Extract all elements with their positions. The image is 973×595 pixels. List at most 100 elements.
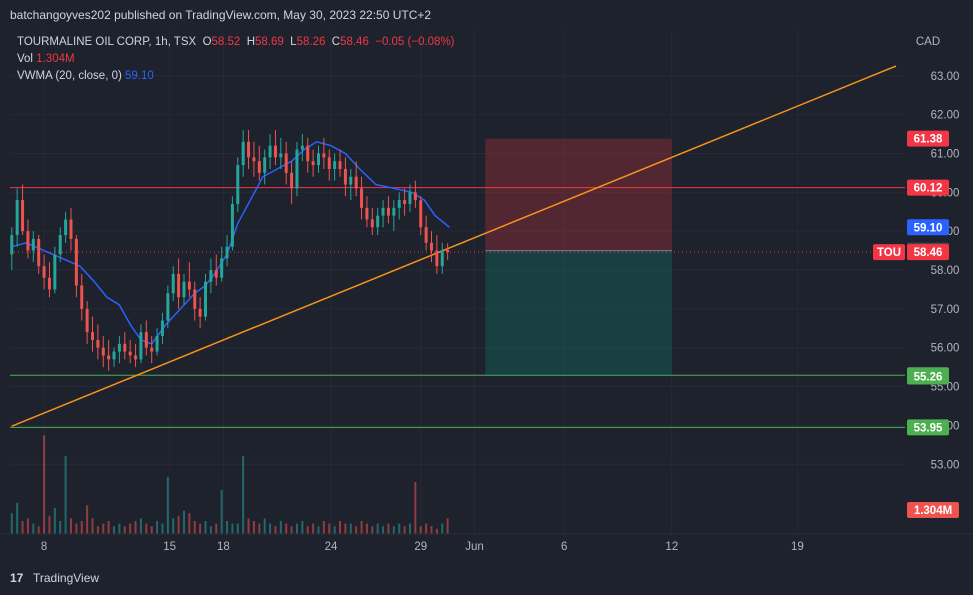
open-label: O (202, 36, 212, 48)
candle-body (225, 246, 229, 259)
volume-bar (258, 523, 261, 534)
candle-body (408, 192, 412, 204)
symbol-tag: TOU (877, 247, 901, 259)
volume-bar (263, 518, 266, 534)
volume-bar (242, 456, 245, 534)
candle-body (42, 266, 46, 278)
volume-bar (403, 526, 406, 534)
candle-body (257, 161, 261, 173)
candle-body (80, 285, 84, 309)
candle-body (424, 227, 428, 243)
position-tool[interactable] (485, 138, 672, 376)
candle-body (187, 281, 191, 290)
volume-bar (247, 518, 250, 534)
trendline-segment (11, 65, 897, 427)
candles (10, 130, 450, 372)
volume-bar (333, 526, 336, 534)
x-tick-label: 18 (217, 541, 230, 553)
volume-bar (10, 513, 13, 534)
x-tick-label: 15 (163, 541, 176, 553)
volume-bar (371, 526, 374, 534)
candle-body (333, 161, 337, 169)
time-axis[interactable]: 8 15 18 24 29 Jun 6 12 19 (41, 541, 804, 553)
volume-bar (177, 515, 180, 534)
volume-bar (215, 523, 218, 534)
horizontal-lines[interactable] (10, 187, 905, 428)
candle-body (69, 219, 73, 239)
close-label: C (331, 36, 341, 48)
volume-bar (295, 523, 298, 534)
price-label-box (907, 368, 949, 385)
price-label: 53.95 (914, 422, 943, 434)
candle-body (343, 168, 347, 185)
candle-body (220, 258, 224, 278)
y-tick-label: 58.00 (931, 265, 960, 277)
volume-label-box (907, 502, 959, 518)
volume-bar (193, 521, 196, 534)
candle-body (252, 157, 256, 162)
publish-bar: batchangoyves202 published on TradingVie… (0, 0, 973, 30)
close-value: 58.46 (340, 36, 369, 48)
volume-bar (96, 526, 99, 534)
candle-body (150, 347, 154, 352)
x-tick-label: 19 (791, 541, 804, 553)
candle-body (64, 219, 68, 236)
volume-bar (387, 523, 390, 534)
candle-body (429, 242, 433, 251)
change-value: −0.05 (−0.08%) (375, 36, 455, 48)
open-value: 58.52 (211, 36, 241, 48)
y-tick-label: 56.00 (931, 343, 960, 355)
candle-body (413, 192, 417, 201)
vwma-label[interactable]: VWMA (20, close, 0) (17, 70, 122, 82)
candle-body (263, 157, 267, 173)
symbol-title[interactable]: TOURMALINE OIL CORP, 1h, TSX (17, 36, 197, 48)
take-profit-zone (485, 250, 672, 376)
price-label: 61.38 (914, 134, 943, 146)
high-label: H (246, 36, 255, 48)
candle-body (21, 200, 25, 232)
candle-body (53, 254, 57, 290)
trendline[interactable] (11, 65, 897, 427)
candle-body (209, 270, 213, 282)
candle-body (139, 332, 143, 360)
candle-body (26, 231, 30, 251)
candle-body (10, 235, 14, 255)
volume-bars (10, 435, 449, 534)
candle-body (273, 145, 277, 158)
volume-bar (69, 518, 72, 534)
candle-body (37, 238, 41, 267)
tradingview-brand[interactable]: TradingView (33, 571, 100, 585)
volume-bar (274, 526, 277, 534)
high-value: 58.69 (255, 36, 284, 48)
candle-body (15, 200, 19, 236)
x-tick-label: 12 (665, 541, 678, 553)
candle-body (58, 235, 62, 255)
candle-body (182, 281, 186, 298)
volume-bar (312, 523, 315, 534)
candle-body (230, 203, 234, 247)
candle-body (386, 207, 390, 216)
volume-price-label: 1.304M (914, 505, 952, 517)
volume-bar (226, 521, 229, 534)
volume-bar (365, 523, 368, 534)
volume-bar (113, 526, 116, 534)
price-labels: 61.3860.1259.1058.5058.46TOU55.2955.2653… (873, 130, 959, 518)
volume-bar (145, 523, 148, 534)
candle-body (155, 336, 159, 352)
price-label: 58.46 (914, 247, 943, 259)
volume-bar (231, 523, 234, 534)
tradingview-logo-icon[interactable]: 17 (10, 571, 24, 585)
candle-body (117, 343, 121, 352)
candle-body (360, 188, 364, 208)
volume-bar (37, 526, 40, 534)
volume-bar (441, 523, 444, 534)
volume-bar (204, 521, 207, 534)
candle-body (322, 153, 326, 158)
vwma-row: VWMA (20, close, 0) 59.10 (17, 68, 455, 85)
candle-body (354, 176, 358, 189)
volume-label[interactable]: Vol (17, 53, 33, 65)
volume-bar (269, 523, 272, 534)
candle-body (284, 153, 288, 173)
volume-bar (166, 476, 169, 534)
